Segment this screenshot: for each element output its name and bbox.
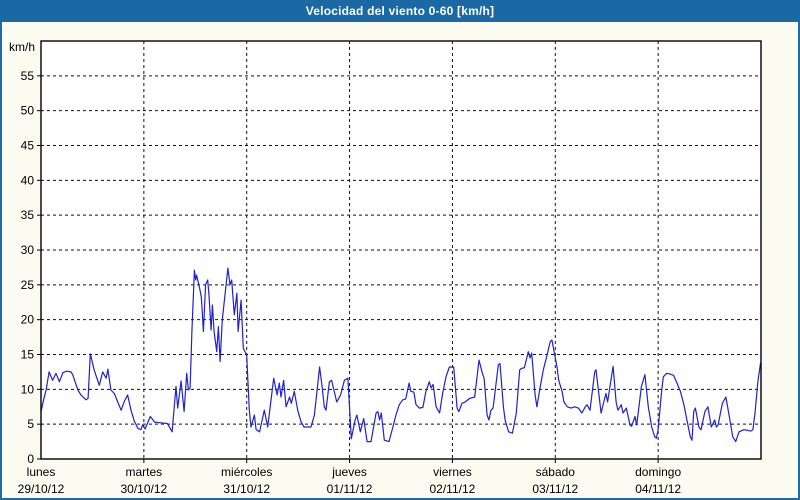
svg-text:20: 20 — [21, 313, 35, 327]
day-name-label: martes — [126, 465, 163, 479]
svg-text:5: 5 — [27, 417, 34, 431]
svg-text:15: 15 — [21, 348, 35, 362]
wind-chart: 0 5 10 15 20 25 30 35 40 45 50 55 km/h lunes 29/10/12 m… — [9, 40, 762, 496]
svg-text:30: 30 — [21, 243, 35, 257]
day-name-label: domingo — [635, 465, 681, 479]
svg-text:40: 40 — [21, 173, 35, 187]
y-axis-unit-label: km/h — [9, 40, 35, 54]
day-date-label: 29/10/12 — [18, 482, 65, 496]
day-date-label: 01/11/12 — [327, 482, 373, 496]
day-date-label: 03/11/12 — [532, 482, 578, 496]
x-axis-labels: lunes 29/10/12 martes 30/10/12 miércoles 31/1… — [18, 465, 682, 496]
x-gridlines — [143, 41, 659, 459]
chart-area: 0 5 10 15 20 25 30 35 40 45 50 55 km/h lunes 29/10/12 m… — [0, 22, 800, 500]
day-date-label: 04/11/12 — [635, 482, 681, 496]
svg-text:45: 45 — [21, 139, 35, 153]
plot-border — [40, 40, 762, 460]
y-axis-labels: 0 5 10 15 20 25 30 35 40 45 50 55 km/h — [9, 40, 35, 466]
svg-text:10: 10 — [21, 382, 35, 396]
day-name-label: sábado — [536, 465, 576, 479]
y-gridlines — [41, 75, 761, 425]
day-name-label: viernes — [433, 465, 472, 479]
svg-text:0: 0 — [27, 452, 34, 466]
svg-text:55: 55 — [21, 69, 35, 83]
svg-text:50: 50 — [21, 104, 35, 118]
day-date-label: 30/10/12 — [120, 482, 167, 496]
day-name-label: jueves — [331, 465, 367, 479]
chart-title: Velocidad del viento 0-60 [km/h] — [305, 4, 495, 18]
day-name-label: miércoles — [221, 465, 272, 479]
day-name-label: lunes — [27, 465, 56, 479]
day-date-label: 02/11/12 — [430, 482, 476, 496]
svg-text:25: 25 — [21, 278, 35, 292]
svg-text:35: 35 — [21, 208, 35, 222]
wind-speed-line — [40, 267, 762, 443]
day-date-label: 31/10/12 — [223, 482, 270, 496]
chart-title-bar: Velocidad del viento 0-60 [km/h] — [0, 0, 800, 22]
